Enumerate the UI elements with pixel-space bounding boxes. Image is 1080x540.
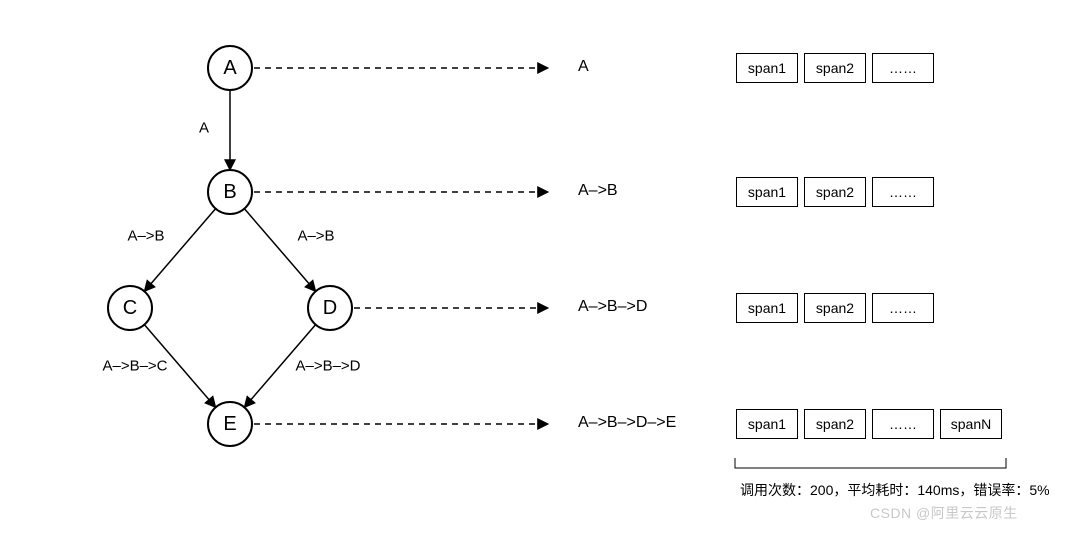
span-box: spanN [940,409,1002,439]
edge-label-C-E: A–>B–>C [102,358,167,375]
span-row-E: span1span2……spanN [736,409,1002,439]
edge-label-B-C: A–>B [127,228,164,245]
span-box: span1 [736,409,798,439]
node-label-C: C [123,297,137,319]
span-row-B: span1span2…… [736,177,934,207]
span-row-A: span1span2…… [736,53,934,83]
span-box: span1 [736,53,798,83]
node-label-D: D [323,297,337,319]
edge-label-B-D: A–>B [297,228,334,245]
watermark-text: CSDN @阿里云云原生 [870,503,1018,523]
path-label-A: A [578,58,589,76]
node-label-E: E [223,413,236,435]
node-label-B: B [223,181,236,203]
path-label-E: A–>B–>D–>E [578,414,676,432]
span-box: …… [872,409,934,439]
span-box: span2 [804,177,866,207]
path-label-D: A–>B–>D [578,298,647,316]
span-box: span1 [736,177,798,207]
node-label-A: A [223,57,237,79]
metrics-bracket [735,458,1006,468]
metrics-text: 调用次数：200，平均耗时：140ms，错误率：5% [740,480,1050,500]
edge-B-D [244,209,315,292]
span-row-D: span1span2…… [736,293,934,323]
path-label-B: A–>B [578,182,618,200]
span-box: span2 [804,53,866,83]
span-box: …… [872,177,934,207]
edge-label-A-B: A [199,120,209,137]
edge-label-D-E: A–>B–>D [295,358,360,375]
diagram-canvas: ABCDE AA–>BA–>BA–>B–>CA–>B–>D Aspan1span… [0,0,1080,540]
span-box: span2 [804,409,866,439]
span-box: …… [872,293,934,323]
edge-B-C [144,209,215,292]
span-box: span1 [736,293,798,323]
span-box: …… [872,53,934,83]
span-box: span2 [804,293,866,323]
